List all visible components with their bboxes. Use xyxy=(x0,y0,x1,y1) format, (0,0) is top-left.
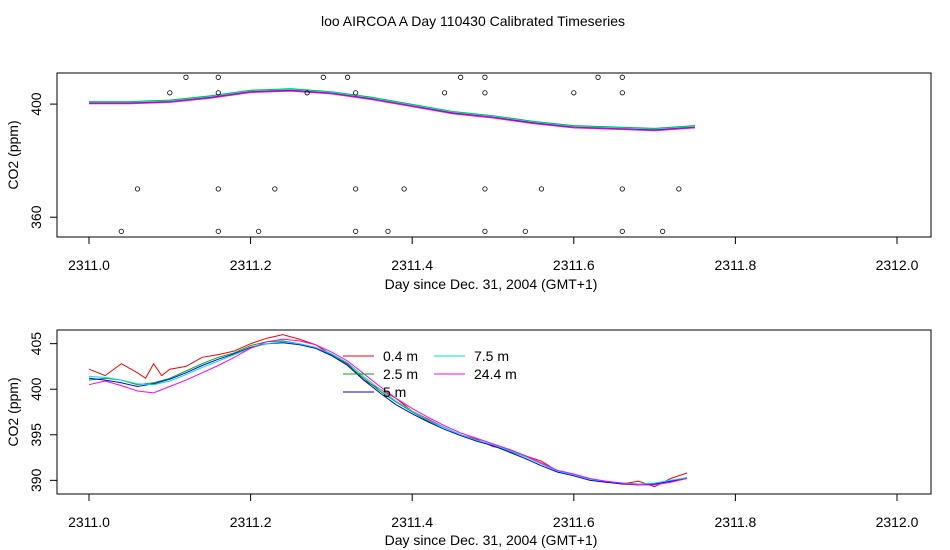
data-point xyxy=(215,74,221,80)
top-lines xyxy=(89,88,696,132)
data-point xyxy=(538,186,545,192)
data-point xyxy=(571,90,577,96)
data-point xyxy=(482,74,488,80)
figure-title: loo AIRCOA A Day 110430 Calibrated Times… xyxy=(321,13,625,29)
y-tick-label: 400 xyxy=(28,377,44,401)
x-tick-label: 2311.2 xyxy=(230,514,272,530)
legend-label: 5 m xyxy=(383,384,406,400)
legend-label: 0.4 m xyxy=(383,348,418,364)
bottom-legend: 0.4 m 2.5 m 5 m 7.5 m 24.4 m xyxy=(343,348,517,400)
top-panel: CO2 (ppm) Day since Dec. 31, 2004 (GMT+1… xyxy=(5,72,932,292)
series-line xyxy=(88,338,688,486)
series-line xyxy=(88,342,687,486)
data-point xyxy=(272,186,278,192)
y-tick-label: 395 xyxy=(28,423,44,447)
legend-label: 2.5 m xyxy=(383,366,418,382)
data-point xyxy=(304,90,310,96)
data-point xyxy=(134,186,141,192)
top-plot-frame xyxy=(56,72,932,238)
x-tick-label: 2311.6 xyxy=(553,257,595,273)
legend-label: 24.4 m xyxy=(474,366,517,382)
data-point xyxy=(660,228,666,234)
top-series-line xyxy=(89,89,696,131)
data-point xyxy=(353,186,359,192)
data-point xyxy=(320,74,326,80)
data-point xyxy=(167,90,173,96)
data-point xyxy=(619,90,625,96)
bottom-x-axis: 2311.0 2311.2 2311.4 2311.6 2311.8 2312.0 xyxy=(68,493,919,530)
data-point xyxy=(595,74,601,80)
bottom-xlabel: Day since Dec. 31, 2004 (GMT+1) xyxy=(385,532,598,548)
x-tick-label: 2311.6 xyxy=(553,514,595,530)
data-point xyxy=(183,74,189,80)
x-tick-label: 2311.4 xyxy=(391,514,433,530)
data-point xyxy=(441,90,448,96)
data-point xyxy=(353,90,359,96)
data-point xyxy=(619,186,625,192)
x-tick-label: 2311.4 xyxy=(391,257,433,273)
series-line xyxy=(88,341,687,485)
y-tick-label: 400 xyxy=(28,92,44,116)
bottom-lines xyxy=(88,334,688,488)
data-point xyxy=(118,228,124,234)
x-tick-label: 2311.2 xyxy=(230,257,272,273)
top-points xyxy=(118,74,682,234)
top-series-line xyxy=(89,90,696,132)
y-tick-label: 390 xyxy=(28,468,44,492)
data-point xyxy=(482,186,488,192)
top-series-line xyxy=(89,90,696,131)
top-y-axis: 360 400 xyxy=(28,92,58,229)
x-tick-label: 2311.8 xyxy=(715,257,757,273)
data-point xyxy=(522,228,528,234)
top-series-line xyxy=(89,88,696,130)
bottom-panel: CO2 (ppm) Day since Dec. 31, 2004 (GMT+1… xyxy=(5,329,932,548)
x-tick-label: 2311.0 xyxy=(68,514,110,530)
top-series-line xyxy=(89,88,696,129)
y-tick-label: 360 xyxy=(28,205,44,229)
x-tick-label: 2311.8 xyxy=(715,514,757,530)
x-tick-label: 2312.0 xyxy=(876,257,919,273)
data-point xyxy=(482,228,488,234)
top-x-axis: 2311.0 2311.2 2311.4 2311.6 2311.8 2312.0 xyxy=(68,236,919,273)
data-point xyxy=(215,228,221,234)
data-point xyxy=(401,186,407,192)
data-point xyxy=(344,74,351,80)
data-point xyxy=(353,228,359,234)
data-point xyxy=(676,186,682,192)
legend-label: 7.5 m xyxy=(474,348,509,364)
data-point xyxy=(482,90,488,96)
x-tick-label: 2312.0 xyxy=(876,514,919,530)
top-ylabel: CO2 (ppm) xyxy=(5,120,21,189)
data-point xyxy=(256,228,262,234)
data-point xyxy=(458,74,464,80)
data-point xyxy=(619,74,625,80)
top-xlabel: Day since Dec. 31, 2004 (GMT+1) xyxy=(385,276,598,292)
x-tick-label: 2311.0 xyxy=(68,257,110,273)
data-point xyxy=(619,228,625,234)
data-point xyxy=(385,228,391,234)
bottom-y-axis: 390 395 400 405 xyxy=(28,332,58,492)
data-point xyxy=(215,90,221,96)
bottom-ylabel: CO2 (ppm) xyxy=(5,377,21,446)
y-tick-label: 405 xyxy=(28,332,44,356)
data-point xyxy=(215,186,221,192)
